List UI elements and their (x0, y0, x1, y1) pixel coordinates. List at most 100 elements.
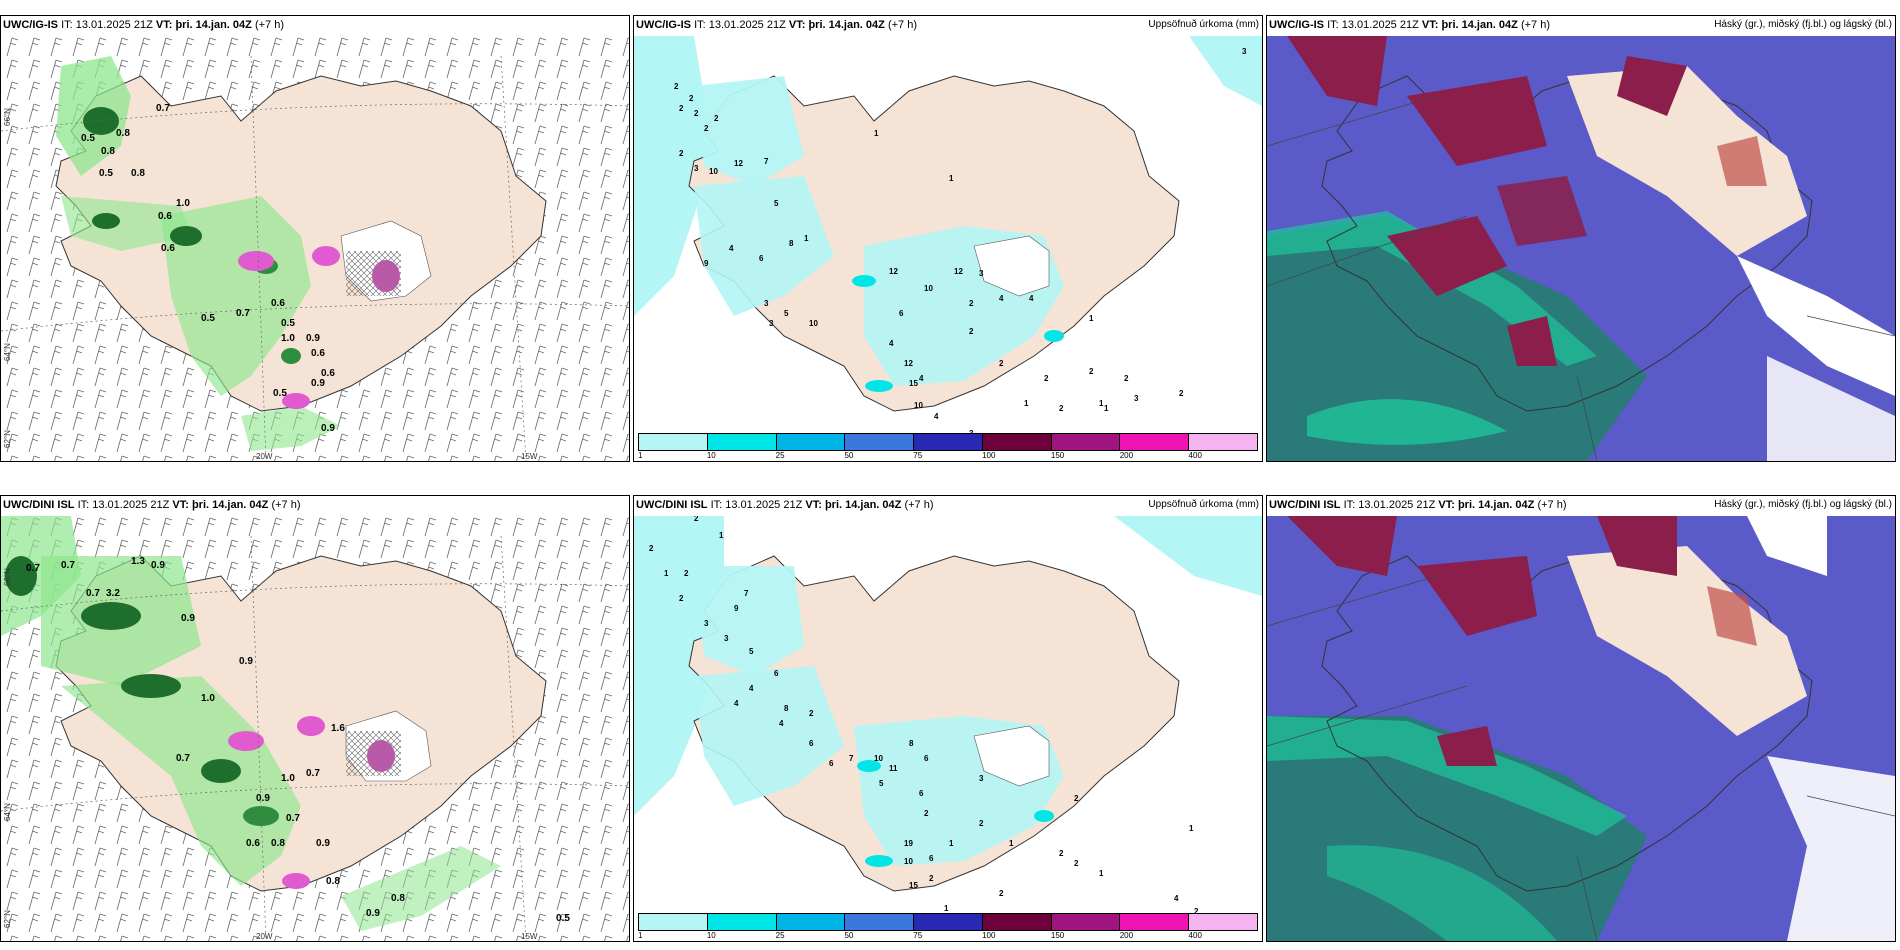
svg-text:2: 2 (809, 709, 814, 718)
svg-text:2: 2 (1124, 374, 1129, 383)
lat-label-62: 62°N (3, 430, 12, 448)
legend-tick: 400 (1188, 451, 1202, 460)
svg-text:5: 5 (774, 199, 779, 208)
svg-text:0.6: 0.6 (321, 368, 335, 379)
svg-text:3: 3 (724, 634, 729, 643)
svg-text:2: 2 (679, 149, 684, 158)
svg-text:4: 4 (1029, 294, 1034, 303)
panel-title: UWC/DINI ISL IT: 13.01.2025 21Z VT: þri.… (636, 499, 934, 511)
svg-text:2: 2 (694, 516, 699, 523)
svg-text:0.6: 0.6 (311, 348, 325, 359)
svg-text:0.9: 0.9 (151, 560, 165, 571)
svg-text:1: 1 (1089, 314, 1094, 323)
svg-text:0.9: 0.9 (321, 423, 335, 434)
legend-cell (982, 914, 1052, 930)
legend-tick: 400 (1188, 931, 1202, 940)
svg-text:2: 2 (999, 889, 1004, 898)
svg-text:2: 2 (684, 569, 689, 578)
panel-top-right-clouds: UWC/IG-IS IT: 13.01.2025 21Z VT: þri. 14… (1266, 15, 1896, 462)
svg-text:7: 7 (764, 157, 769, 166)
svg-text:6: 6 (829, 759, 834, 768)
svg-text:0.7: 0.7 (156, 103, 170, 114)
svg-text:2: 2 (969, 299, 974, 308)
svg-text:1: 1 (949, 839, 954, 848)
svg-text:0.9: 0.9 (311, 378, 325, 389)
svg-text:4: 4 (734, 699, 739, 708)
svg-text:12: 12 (734, 159, 743, 168)
panel-top-middle-precip: UWC/IG-IS IT: 13.01.2025 21Z VT: þri. 14… (633, 15, 1263, 462)
legend-tick: 150 (1050, 931, 1065, 940)
panel-bottom-right-clouds: UWC/DINI ISL IT: 13.01.2025 21Z VT: þri.… (1266, 495, 1896, 942)
legend-cell (1189, 434, 1258, 450)
svg-text:3: 3 (1134, 394, 1139, 403)
svg-text:2: 2 (999, 359, 1004, 368)
svg-text:2: 2 (1089, 367, 1094, 376)
precip-legend: 1 10 25 50 75 100 150 200 400 (638, 913, 1258, 940)
legend-cell (639, 434, 708, 450)
svg-text:3: 3 (769, 319, 774, 328)
svg-text:9: 9 (704, 259, 709, 268)
lat-label-66: 66°N (3, 568, 12, 586)
svg-text:2: 2 (714, 114, 719, 123)
svg-text:5: 5 (784, 309, 789, 318)
legend-tick: 200 (1119, 931, 1134, 940)
panel-top-left-wind-showers: UWC/IG-IS IT: 13.01.2025 21Z VT: þri. 14… (0, 15, 630, 462)
legend-cell (776, 914, 846, 930)
svg-text:0.7: 0.7 (26, 563, 40, 574)
svg-text:0.8: 0.8 (101, 146, 115, 157)
svg-text:6: 6 (809, 739, 814, 748)
svg-text:1: 1 (1104, 404, 1109, 413)
svg-text:2: 2 (689, 94, 694, 103)
svg-text:0.9: 0.9 (239, 656, 253, 667)
svg-text:2: 2 (979, 819, 984, 828)
legend-tick: 10 (706, 931, 716, 940)
legend-color-bar (638, 913, 1258, 931)
legend-tick: 25 (775, 931, 785, 940)
svg-text:2: 2 (924, 809, 929, 818)
svg-text:15: 15 (909, 379, 918, 388)
svg-text:1: 1 (944, 904, 949, 913)
svg-text:6: 6 (929, 854, 934, 863)
svg-text:3: 3 (704, 619, 709, 628)
legend-cell (845, 914, 915, 930)
svg-text:8: 8 (789, 239, 794, 248)
svg-text:7: 7 (849, 754, 854, 763)
legend-tick: 50 (844, 931, 854, 940)
svg-text:10: 10 (904, 857, 913, 866)
svg-text:3: 3 (764, 299, 769, 308)
legend-cell (1051, 914, 1121, 930)
legend-tick: 1 (638, 931, 643, 940)
svg-text:6: 6 (899, 309, 904, 318)
panel-title: UWC/IG-IS IT: 13.01.2025 21Z VT: þri. 14… (3, 19, 284, 31)
svg-text:8: 8 (784, 704, 789, 713)
svg-text:1.0: 1.0 (281, 333, 295, 344)
svg-text:0.9: 0.9 (181, 613, 195, 624)
legend-cell (707, 434, 777, 450)
svg-text:1.3: 1.3 (131, 556, 145, 567)
precip-label: Uppsöfnuð úrkoma (mm) (1148, 499, 1259, 510)
legend-cell (639, 914, 708, 930)
svg-text:12: 12 (889, 267, 898, 276)
svg-text:1.6: 1.6 (331, 723, 345, 734)
svg-text:0.5: 0.5 (556, 913, 570, 924)
svg-text:0.9: 0.9 (366, 908, 380, 919)
svg-text:2: 2 (1194, 907, 1199, 916)
svg-text:15: 15 (909, 881, 918, 890)
svg-text:4: 4 (1174, 894, 1179, 903)
lat-label-64: 64°N (3, 343, 12, 361)
svg-text:10: 10 (914, 401, 923, 410)
svg-text:10: 10 (874, 754, 883, 763)
svg-text:1: 1 (949, 174, 954, 183)
legend-tick: 200 (1119, 451, 1134, 460)
svg-text:1: 1 (1189, 824, 1194, 833)
svg-text:0.9: 0.9 (316, 838, 330, 849)
legend-cell (776, 434, 846, 450)
svg-text:0.8: 0.8 (326, 876, 340, 887)
svg-text:2: 2 (674, 82, 679, 91)
svg-text:6: 6 (774, 669, 779, 678)
lat-label-66: 66°N (3, 108, 12, 126)
svg-text:0.8: 0.8 (116, 128, 130, 139)
svg-text:0.6: 0.6 (271, 298, 285, 309)
cloud-label: Háský (gr.), miðský (fj.bl.) og lágský (… (1714, 499, 1892, 510)
svg-text:0.7: 0.7 (176, 753, 190, 764)
